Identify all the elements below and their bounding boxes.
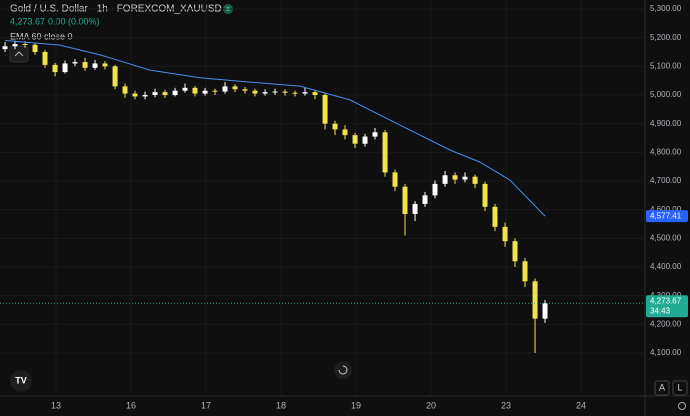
candle-body <box>472 176 478 184</box>
candle-body <box>412 203 418 214</box>
candle-body <box>432 183 438 196</box>
candle-body <box>132 93 138 97</box>
scale-button-label: L <box>677 382 682 392</box>
x-tick-label: 24 <box>576 400 586 410</box>
candle-body <box>522 261 528 282</box>
candle-body <box>182 87 188 91</box>
candle-body <box>302 92 308 94</box>
candle-body <box>292 92 298 94</box>
scale-button[interactable] <box>654 380 670 396</box>
y-tick-label: 4,200.00 <box>650 319 682 328</box>
candle-body <box>252 90 258 94</box>
logo-mark: TV <box>15 375 27 385</box>
candle-body <box>322 95 328 124</box>
candle-body <box>482 183 488 207</box>
candle-body <box>92 63 98 68</box>
x-tick-label: 23 <box>501 400 511 410</box>
candle-body <box>352 135 358 144</box>
candle-body <box>142 95 148 97</box>
reset-icon <box>338 365 348 375</box>
y-tick-label: 4,100.00 <box>650 348 682 357</box>
candle-body <box>512 241 518 262</box>
y-tick-label: 5,000.00 <box>650 90 682 99</box>
candle-body <box>152 92 158 96</box>
y-tick-label: 5,200.00 <box>650 33 682 42</box>
candle-body <box>52 64 58 73</box>
ema-line <box>4 40 546 217</box>
logo[interactable] <box>10 370 32 392</box>
candle-body <box>532 281 538 319</box>
candle-body <box>82 62 88 68</box>
legend-change: 0.00 (0.00%) <box>48 16 100 26</box>
candle-body <box>392 172 398 187</box>
scale-button-label: A <box>659 382 665 392</box>
candle-body <box>462 176 468 180</box>
candle-body <box>502 226 508 242</box>
candle-body <box>272 91 278 93</box>
scale-button[interactable] <box>672 380 688 396</box>
y-tick-label: 5,100.00 <box>650 61 682 70</box>
ema-price-label: 4,577.41 <box>650 211 682 220</box>
candle-body <box>12 43 18 47</box>
candle-body <box>372 132 378 137</box>
y-tick-label: 5,300.00 <box>650 4 682 13</box>
y-tick-label: 4,400.00 <box>650 262 682 271</box>
ema-price-box <box>646 210 688 223</box>
candle-body <box>242 89 248 91</box>
candle-body <box>202 90 208 94</box>
y-tick-label: 4,900.00 <box>650 119 682 128</box>
candle-body <box>162 92 168 96</box>
candle-body <box>72 62 78 64</box>
candle-body <box>542 303 548 319</box>
candle-body <box>112 66 118 87</box>
candle-body <box>282 91 288 93</box>
last-price-label: 4,273.67 <box>650 296 682 305</box>
candle-body <box>422 195 428 204</box>
settings-icon[interactable] <box>678 402 686 410</box>
candle-body <box>312 92 318 96</box>
candle-body <box>102 63 108 67</box>
candle-body <box>42 52 48 65</box>
x-tick-label: 17 <box>201 400 211 410</box>
candle-body <box>232 86 238 90</box>
candle-body <box>172 90 178 96</box>
indicator-label: EMA 60 close 0 <box>10 31 73 41</box>
x-tick-label: 19 <box>351 400 361 410</box>
candle-body <box>332 123 338 130</box>
candle-body <box>222 86 228 92</box>
legend-price: 4,273.67 <box>10 16 45 26</box>
candle-body <box>452 175 458 180</box>
collapse-button[interactable] <box>9 45 29 63</box>
last-price-box <box>646 295 688 318</box>
candle-body <box>122 86 128 94</box>
collapse-icon <box>14 51 24 57</box>
candle-body <box>382 132 388 173</box>
x-tick-label: 18 <box>276 400 286 410</box>
countdown-label: 34:43 <box>650 306 671 315</box>
x-tick-label: 13 <box>51 400 61 410</box>
candle-body <box>192 87 198 94</box>
candle-body <box>402 186 408 214</box>
y-tick-label: 4,500.00 <box>650 233 682 242</box>
y-tick-label: 4,600.00 <box>650 205 682 214</box>
candle-body <box>342 129 348 136</box>
y-tick-label: 4,800.00 <box>650 147 682 156</box>
candle-body <box>32 44 38 53</box>
candle-body <box>212 90 218 92</box>
candle-body <box>262 92 268 94</box>
candle-body <box>362 136 368 144</box>
candle-body <box>442 175 448 184</box>
x-tick-label: 16 <box>126 400 136 410</box>
candle-body <box>492 206 498 227</box>
candle-body <box>62 63 68 73</box>
candle-body <box>2 46 8 50</box>
x-tick-label: 20 <box>426 400 436 410</box>
candle-body <box>22 43 28 45</box>
reset-button[interactable] <box>334 361 352 379</box>
y-tick-label: 4,700.00 <box>650 176 682 185</box>
